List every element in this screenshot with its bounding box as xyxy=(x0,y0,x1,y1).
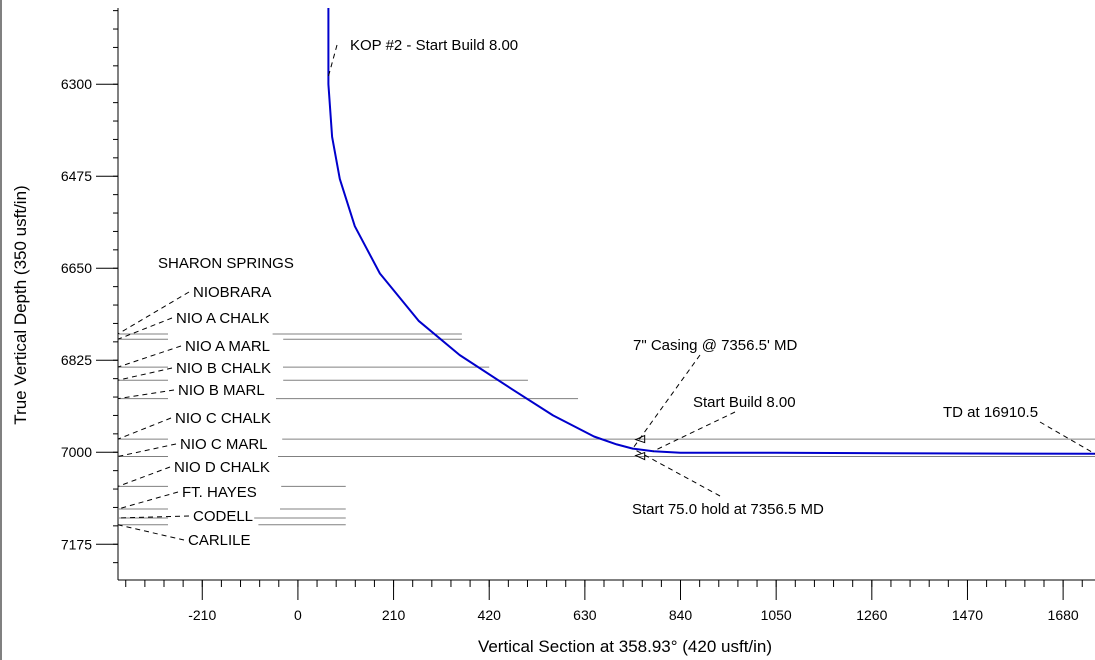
x-tick-label: 840 xyxy=(669,607,693,623)
y-tick-label: 7175 xyxy=(61,536,92,552)
annotation-label: Start Build 8.00 xyxy=(693,394,796,411)
formation-label: NIO A MARL xyxy=(185,338,270,355)
formation-label: NIO D CHALK xyxy=(174,459,270,476)
formation-leader xyxy=(117,515,190,519)
x-tick-label: 1260 xyxy=(856,607,887,623)
formation-label: CODELL xyxy=(193,508,253,525)
formation-label: FT. HAYES xyxy=(182,484,257,501)
y-tick-label: 6650 xyxy=(61,260,92,276)
formation-leader xyxy=(117,466,171,487)
annotation-label: TD at 16910.5 xyxy=(943,404,1038,421)
casing-marker-icon xyxy=(634,434,646,444)
formation-label: NIO C MARL xyxy=(180,436,268,453)
formation-label: SHARON SPRINGS xyxy=(158,255,294,272)
formation-label: NIO B MARL xyxy=(178,382,265,399)
y-tick-label: 6475 xyxy=(61,168,92,184)
y-tick-label: 7000 xyxy=(61,444,92,460)
formation-leader xyxy=(117,389,175,400)
casing-marker-icon xyxy=(634,451,646,461)
annotation-leader xyxy=(632,354,701,449)
annotation-leader xyxy=(632,448,721,497)
well-path-line xyxy=(327,8,1095,455)
annotation-leader xyxy=(1039,421,1095,455)
formation-leader xyxy=(117,317,173,340)
annotation-leader xyxy=(652,411,736,452)
formation-leader xyxy=(117,291,190,335)
formation-label: NIO C CHALK xyxy=(175,410,271,427)
formation-leader xyxy=(117,345,182,368)
formation-label: CARLILE xyxy=(188,532,251,549)
formation-label: NIOBRARA xyxy=(193,284,271,301)
annotation-label: Start 75.0 hold at 7356.5 MD xyxy=(632,501,824,518)
x-tick-label: 1050 xyxy=(761,607,792,623)
y-tick-label: 6300 xyxy=(61,76,92,92)
y-axis-title: True Vertical Depth (350 usft/in) xyxy=(11,185,30,424)
x-tick-label: -210 xyxy=(188,607,216,623)
formation-leader xyxy=(117,443,177,457)
formation-leader xyxy=(117,367,173,381)
x-tick-label: 0 xyxy=(294,607,302,623)
x-tick-label: 630 xyxy=(573,607,597,623)
x-tick-label: 1680 xyxy=(1048,607,1079,623)
formation-leader xyxy=(117,491,179,510)
formation-label: NIO B CHALK xyxy=(176,360,271,377)
x-tick-label: 210 xyxy=(382,607,406,623)
annotation-label: 7" Casing @ 7356.5' MD xyxy=(633,337,797,354)
annotation-leader xyxy=(327,44,338,77)
x-axis-title: Vertical Section at 358.93° (420 usft/in… xyxy=(478,637,772,656)
annotation-label: KOP #2 - Start Build 8.00 xyxy=(350,37,518,54)
x-tick-label: 1470 xyxy=(952,607,983,623)
formation-leader xyxy=(117,417,172,440)
formation-label: NIO A CHALK xyxy=(176,310,269,327)
y-tick-label: 6825 xyxy=(61,352,92,368)
x-tick-label: 420 xyxy=(478,607,502,623)
formation-leader xyxy=(117,524,185,541)
